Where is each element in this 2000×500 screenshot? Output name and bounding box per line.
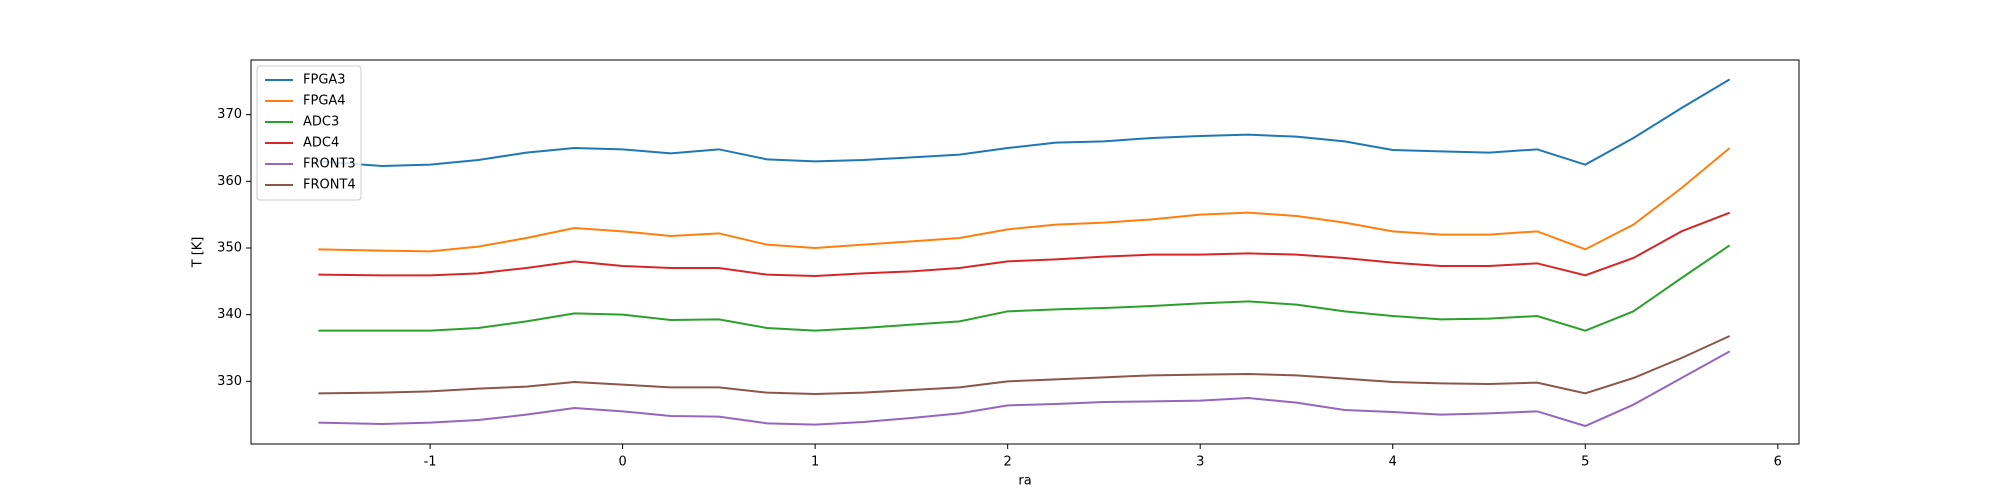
series-line: [318, 211, 1731, 278]
x-tick-label: 4: [1389, 455, 1397, 470]
x-tick-label: 5: [1581, 455, 1589, 470]
legend-box: [256, 65, 362, 201]
plot-frame: [250, 59, 1800, 445]
legend-label: ADC4: [303, 136, 339, 151]
y-axis-label: T [K]: [191, 237, 206, 269]
series-line: [318, 244, 1731, 332]
x-tick-label: 6: [1774, 455, 1782, 470]
x-tick-label: 0: [618, 455, 626, 470]
x-tick-label: 1: [811, 455, 819, 470]
x-tick-label: 3: [1196, 455, 1204, 470]
y-tick-label: 370: [217, 107, 242, 122]
x-axis-label: ra: [1018, 474, 1031, 489]
x-tick-label: -1: [424, 455, 437, 470]
series-line: [318, 335, 1731, 396]
legend-label: ADC3: [303, 115, 339, 130]
legend-label: FRONT3: [303, 157, 356, 172]
y-tick-label: 340: [217, 307, 242, 322]
series-line: [318, 147, 1731, 253]
series-line: [318, 350, 1731, 428]
legend-label: FRONT4: [303, 178, 356, 193]
series-line: [318, 78, 1731, 168]
y-tick-label: 330: [217, 374, 242, 389]
x-tick-label: 2: [1004, 455, 1012, 470]
legend-label: FPGA4: [303, 94, 346, 109]
legend-label: FPGA3: [303, 73, 346, 88]
y-tick-label: 350: [217, 241, 242, 256]
y-tick-label: 360: [217, 174, 242, 189]
